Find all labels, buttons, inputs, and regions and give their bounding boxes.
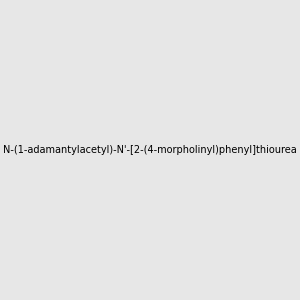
Text: N-(1-adamantylacetyl)-N'-[2-(4-morpholinyl)phenyl]thiourea: N-(1-adamantylacetyl)-N'-[2-(4-morpholin… xyxy=(3,145,297,155)
